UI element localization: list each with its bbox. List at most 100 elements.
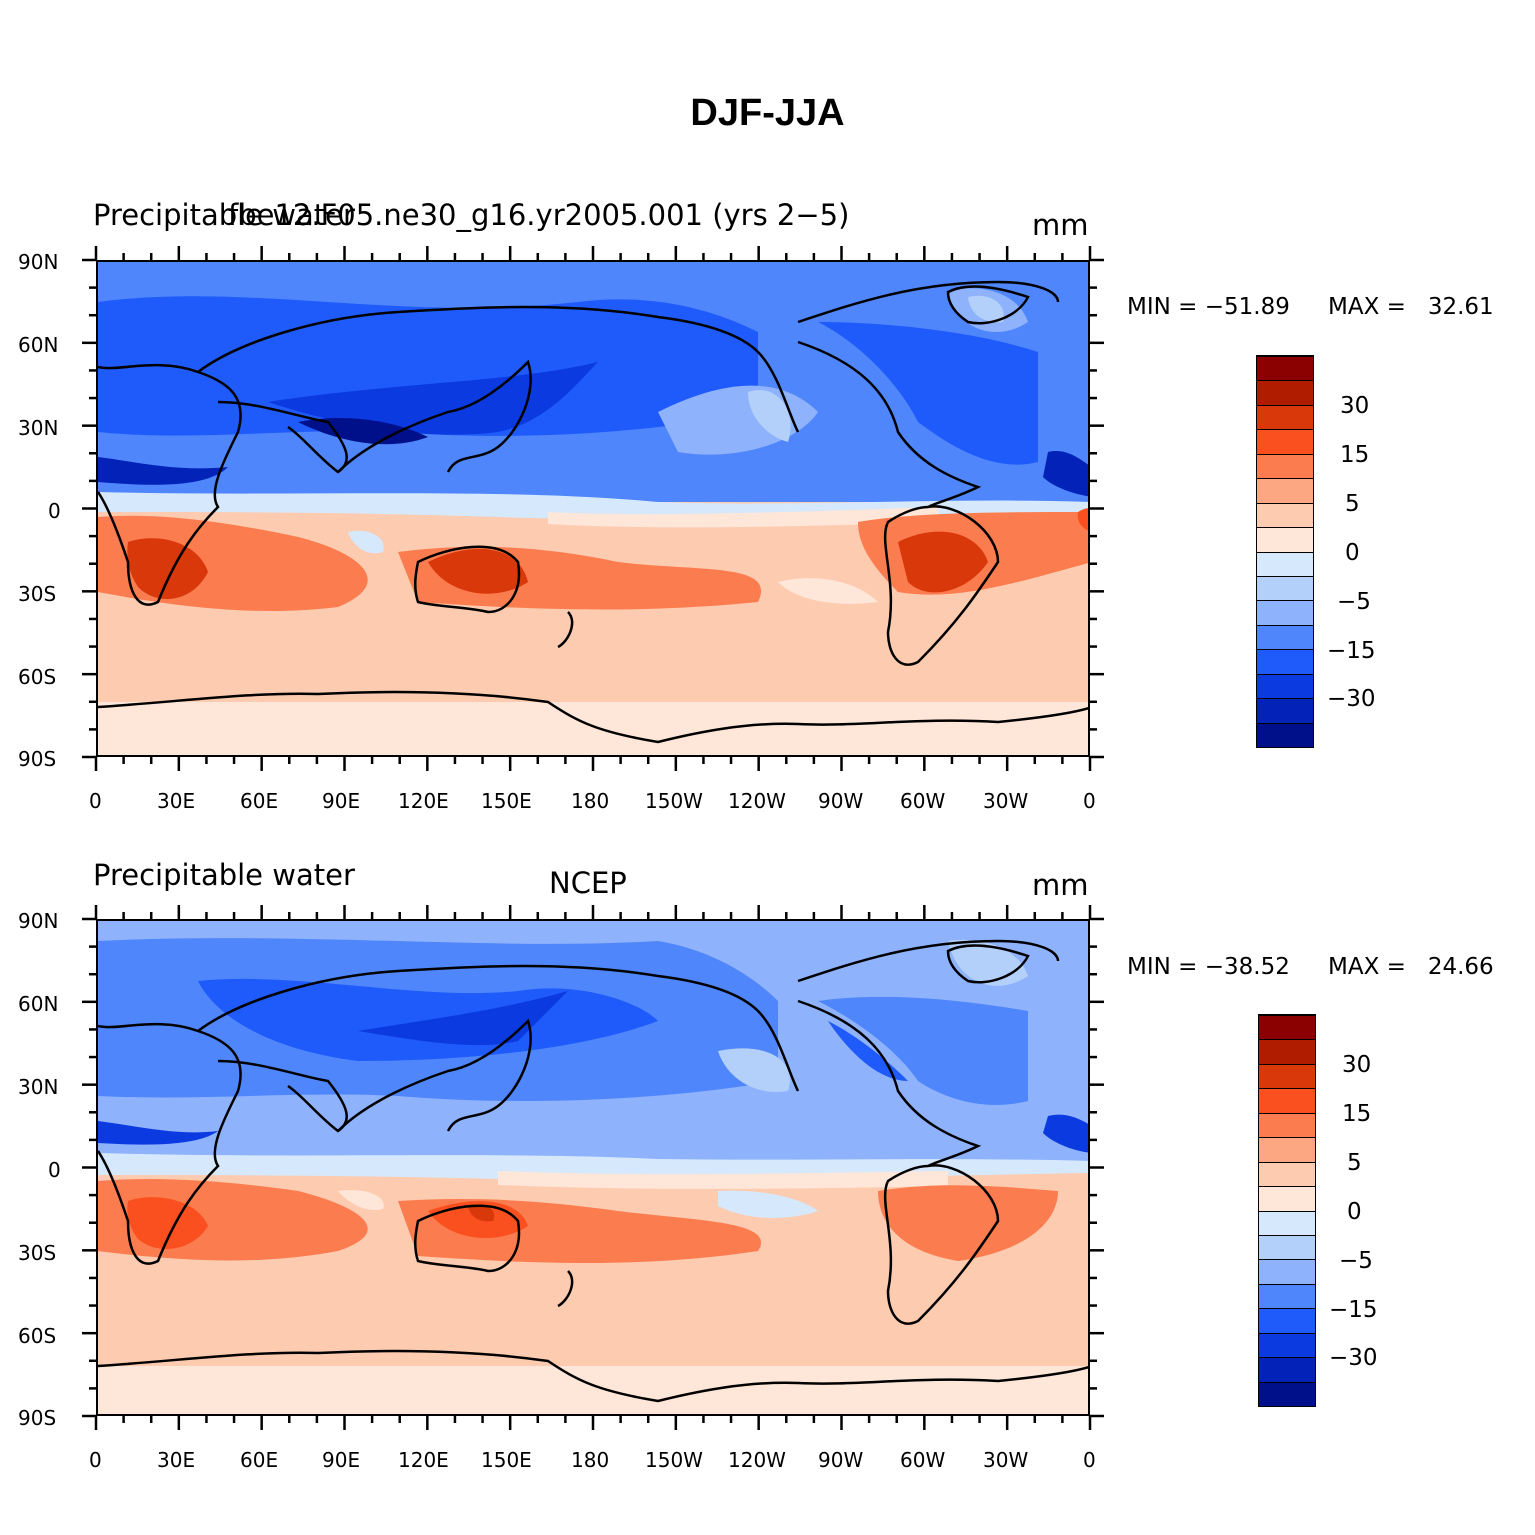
- figure-title: DJF-JJA: [690, 92, 845, 134]
- colorbar-swatch: [1257, 624, 1313, 650]
- panel1-lon-tick: 90E: [322, 789, 361, 813]
- panel1-max-label: MAX = 32.61: [1328, 294, 1494, 320]
- colorbar-swatch: [1259, 1381, 1315, 1406]
- panel1-lat-tick: 30S: [18, 582, 57, 606]
- colorbar-swatch: [1257, 600, 1313, 625]
- colorbar-swatch: [1259, 1112, 1315, 1138]
- colorbar-swatch: [1259, 1283, 1315, 1309]
- colorbar-swatch: [1259, 1039, 1315, 1064]
- colorbar-swatch: [1259, 1088, 1315, 1113]
- panel2-colorbar-label: −5: [1339, 1248, 1373, 1274]
- panel1-units-label: mm: [1032, 208, 1089, 242]
- colorbar-swatch: [1259, 1210, 1315, 1235]
- panel2-min-label: MIN = −38.52: [1127, 954, 1290, 980]
- panel2-colorbar-label: 15: [1342, 1101, 1372, 1127]
- panel2-colorbar-label: 30: [1342, 1052, 1372, 1078]
- panel1-lat-tick: 0: [48, 499, 61, 523]
- panel2-field: [98, 921, 1088, 1414]
- panel2-colorbar-label: −30: [1329, 1345, 1378, 1371]
- panel1-lat-tick: 90N: [18, 250, 59, 274]
- panel2-lon-tick: 120E: [398, 1448, 449, 1472]
- panel2-center-label: NCEP: [549, 866, 627, 900]
- panel2-lat-tick: 90S: [18, 1406, 57, 1430]
- colorbar-swatch: [1257, 722, 1313, 747]
- colorbar-swatch: [1257, 404, 1313, 430]
- colorbar-swatch: [1257, 527, 1313, 552]
- panel1-left-label: Precipitable water: [93, 198, 355, 232]
- colorbar-swatch: [1259, 1137, 1315, 1162]
- panel2-lat-tick: 60S: [18, 1324, 57, 1348]
- panel1-lon-tick: 30E: [157, 789, 196, 813]
- colorbar-swatch: [1257, 478, 1313, 503]
- panel2-lat-tick: 0: [48, 1158, 61, 1182]
- colorbar-swatch: [1257, 649, 1313, 674]
- panel1-lon-tick: 60W: [900, 789, 946, 813]
- colorbar-swatch: [1257, 356, 1313, 381]
- panel1-lon-tick: 120W: [728, 789, 786, 813]
- panel2-lon-tick: 60W: [900, 1448, 946, 1472]
- panel1-colorbar-label: 5: [1345, 491, 1360, 517]
- panel1-field: [98, 262, 1088, 755]
- panel1-lon-tick: 150W: [645, 789, 703, 813]
- panel1-colorbar-label: −30: [1327, 686, 1376, 712]
- colorbar-swatch: [1257, 453, 1313, 479]
- panel1-lon-tick: 0: [1083, 789, 1096, 813]
- panel2-lon-tick: 0: [1083, 1448, 1096, 1472]
- panel2-colorbar-label: 0: [1347, 1199, 1362, 1225]
- panel1-lat-tick: 90S: [18, 747, 57, 771]
- panel1-lat-tick: 30N: [18, 416, 59, 440]
- panel1-map: [96, 260, 1090, 757]
- panel1-lon-tick: 60E: [240, 789, 279, 813]
- panel2-left-label: Precipitable water: [93, 858, 355, 892]
- colorbar-swatch: [1259, 1259, 1315, 1284]
- colorbar-swatch: [1257, 380, 1313, 405]
- colorbar-swatch: [1259, 1186, 1315, 1211]
- panel2-lat-tick: 30S: [18, 1241, 57, 1265]
- panel2-lon-tick: 150W: [645, 1448, 703, 1472]
- panel1-lon-tick: 120E: [398, 789, 449, 813]
- panel2-map: [96, 919, 1090, 1416]
- colorbar-swatch: [1257, 575, 1313, 601]
- colorbar-swatch: [1259, 1332, 1315, 1358]
- panel2-colorbar-label: −15: [1329, 1297, 1378, 1323]
- colorbar-swatch: [1259, 1308, 1315, 1333]
- panel2-lon-tick: 150E: [481, 1448, 532, 1472]
- panel2-lat-tick: 60N: [18, 992, 59, 1016]
- panel1-lon-tick: 30W: [983, 789, 1029, 813]
- panel2-lat-tick: 30N: [18, 1075, 59, 1099]
- panel2-lon-tick: 30E: [157, 1448, 196, 1472]
- panel1-colorbar-label: 0: [1345, 540, 1360, 566]
- panel1-lat-tick: 60N: [18, 333, 59, 357]
- panel2-lon-tick: 60E: [240, 1448, 279, 1472]
- panel2-max-label: MAX = 24.66: [1328, 954, 1494, 980]
- colorbar-swatch: [1257, 551, 1313, 576]
- panel1-colorbar-label: 30: [1340, 393, 1370, 419]
- panel1-colorbar: [1256, 355, 1314, 748]
- panel1-lon-tick: 0: [89, 789, 102, 813]
- panel2-colorbar-label: 5: [1347, 1150, 1362, 1176]
- panel1-colorbar-label: 15: [1340, 442, 1370, 468]
- colorbar-swatch: [1259, 1234, 1315, 1260]
- panel2-lon-tick: 120W: [728, 1448, 786, 1472]
- panel1-min-label: MIN = −51.89: [1127, 294, 1290, 320]
- panel2-lon-tick: 180: [571, 1448, 610, 1472]
- colorbar-swatch: [1257, 673, 1313, 699]
- panel1-colorbar-label: −15: [1327, 638, 1376, 664]
- colorbar-swatch: [1259, 1063, 1315, 1089]
- panel2-lon-tick: 90W: [818, 1448, 864, 1472]
- panel1-lon-tick: 180: [571, 789, 610, 813]
- colorbar-swatch: [1259, 1161, 1315, 1187]
- panel2-lon-tick: 0: [89, 1448, 102, 1472]
- colorbar-swatch: [1257, 698, 1313, 723]
- colorbar-swatch: [1259, 1015, 1315, 1040]
- panel2-lon-tick: 90E: [322, 1448, 361, 1472]
- panel1-lon-tick: 150E: [481, 789, 532, 813]
- panel1-lon-tick: 90W: [818, 789, 864, 813]
- panel2-lon-tick: 30W: [983, 1448, 1029, 1472]
- panel2-units-label: mm: [1032, 868, 1089, 902]
- panel1-center-label: fbe12.F05.ne30_g16.yr2005.001 (yrs 2−5): [228, 198, 850, 232]
- colorbar-swatch: [1259, 1357, 1315, 1382]
- panel2-lat-tick: 90N: [18, 909, 59, 933]
- panel2-colorbar: [1258, 1014, 1316, 1407]
- colorbar-swatch: [1257, 429, 1313, 454]
